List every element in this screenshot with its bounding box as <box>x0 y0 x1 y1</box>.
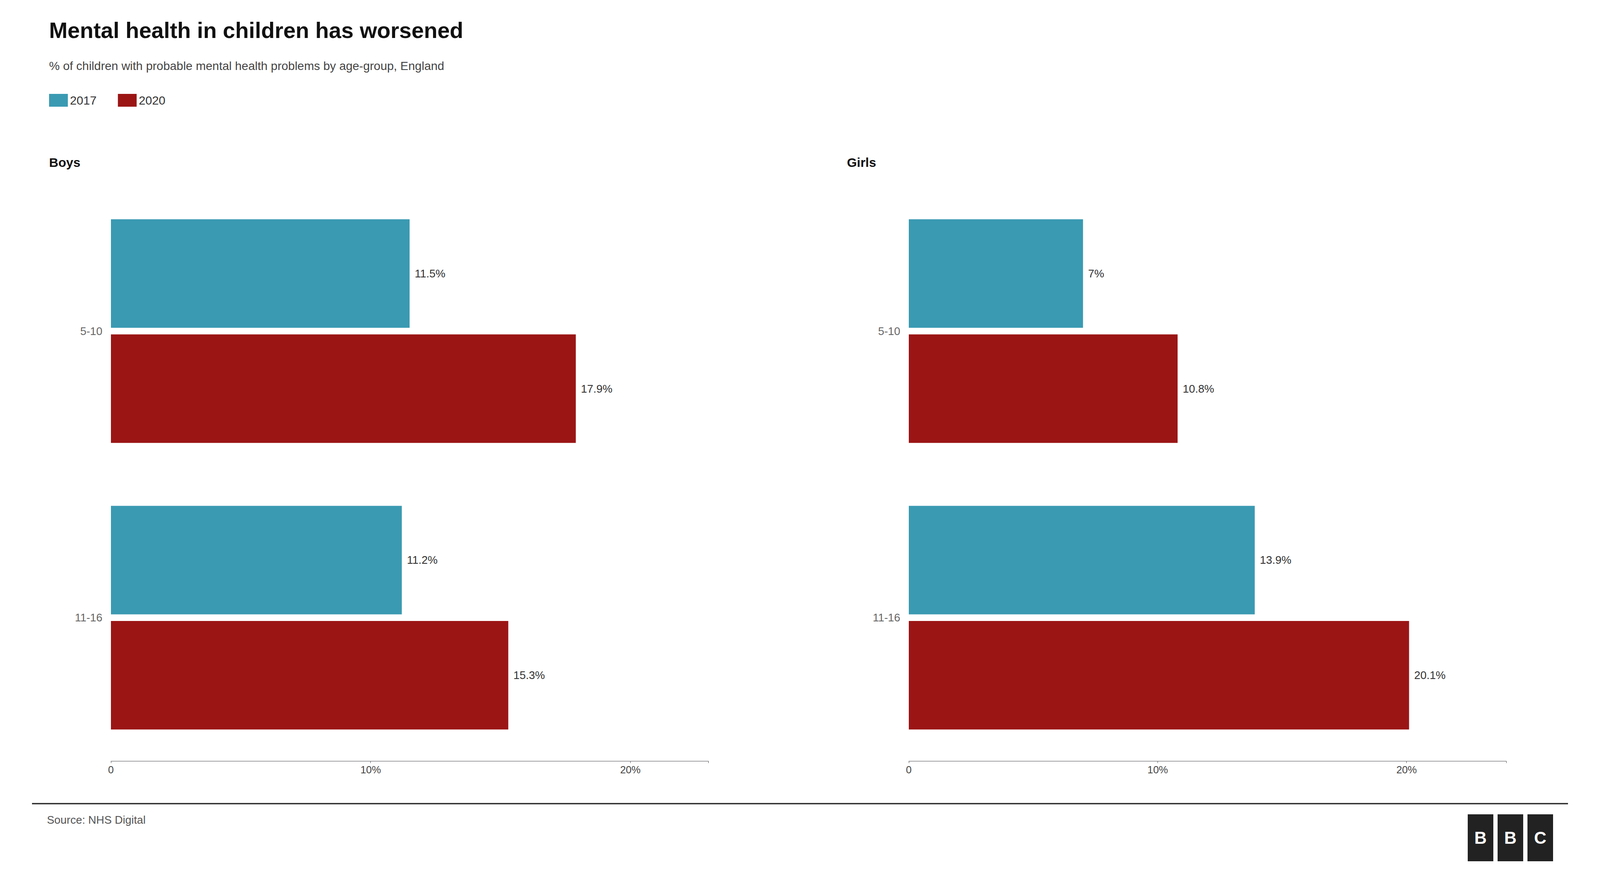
svg-text:10%: 10% <box>360 763 382 776</box>
svg-text:11.5%: 11.5% <box>414 267 446 280</box>
svg-text:0: 0 <box>107 763 114 776</box>
svg-text:20.1%: 20.1% <box>1414 668 1446 682</box>
svg-text:Mental health in children has: Mental health in children has worsened <box>49 17 464 43</box>
svg-text:Boys: Boys <box>49 155 81 170</box>
svg-text:Source: NHS Digital: Source: NHS Digital <box>46 813 146 827</box>
svg-text:10.8%: 10.8% <box>1182 382 1215 396</box>
svg-text:7%: 7% <box>1088 267 1105 280</box>
svg-text:15.3%: 15.3% <box>513 668 545 682</box>
svg-text:11.2%: 11.2% <box>407 553 438 567</box>
svg-text:11-16: 11-16 <box>74 610 103 624</box>
svg-text:20%: 20% <box>619 763 641 776</box>
svg-text:Girls: Girls <box>846 155 876 170</box>
svg-text:11-16: 11-16 <box>872 610 901 624</box>
svg-text:5-10: 5-10 <box>80 324 103 338</box>
svg-text:0: 0 <box>905 763 912 776</box>
svg-text:5-10: 5-10 <box>878 324 901 338</box>
svg-text:2020: 2020 <box>138 93 166 108</box>
svg-text:20%: 20% <box>1396 763 1417 776</box>
svg-text:C: C <box>1534 828 1547 847</box>
svg-text:B: B <box>1474 828 1487 847</box>
svg-text:13.9%: 13.9% <box>1259 553 1292 567</box>
svg-text:% of children with probable me: % of children with probable mental healt… <box>49 59 445 73</box>
svg-text:B: B <box>1504 828 1517 847</box>
svg-text:17.9%: 17.9% <box>581 382 613 396</box>
svg-text:10%: 10% <box>1147 763 1168 776</box>
svg-text:2017: 2017 <box>69 93 97 108</box>
